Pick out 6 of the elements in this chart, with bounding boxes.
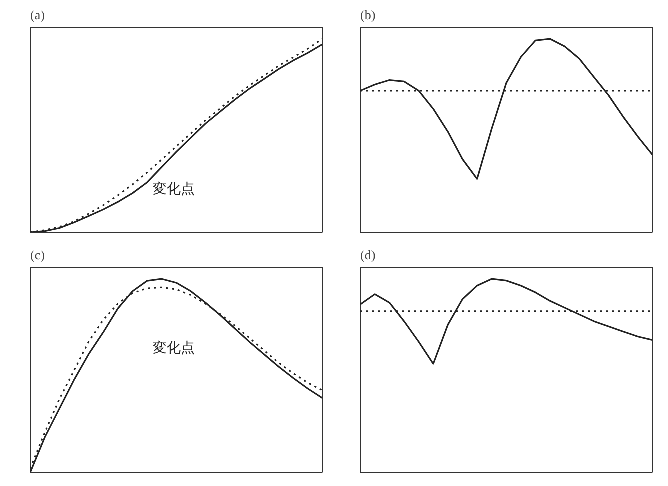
annotation: 変化点 <box>153 182 196 198</box>
chart-title: (c) <box>30 248 45 262</box>
chart-title: (a) <box>30 8 45 22</box>
chart-title: (b) <box>360 8 376 22</box>
annotation: 変化点 <box>153 340 196 356</box>
chart-title: (d) <box>360 248 376 262</box>
